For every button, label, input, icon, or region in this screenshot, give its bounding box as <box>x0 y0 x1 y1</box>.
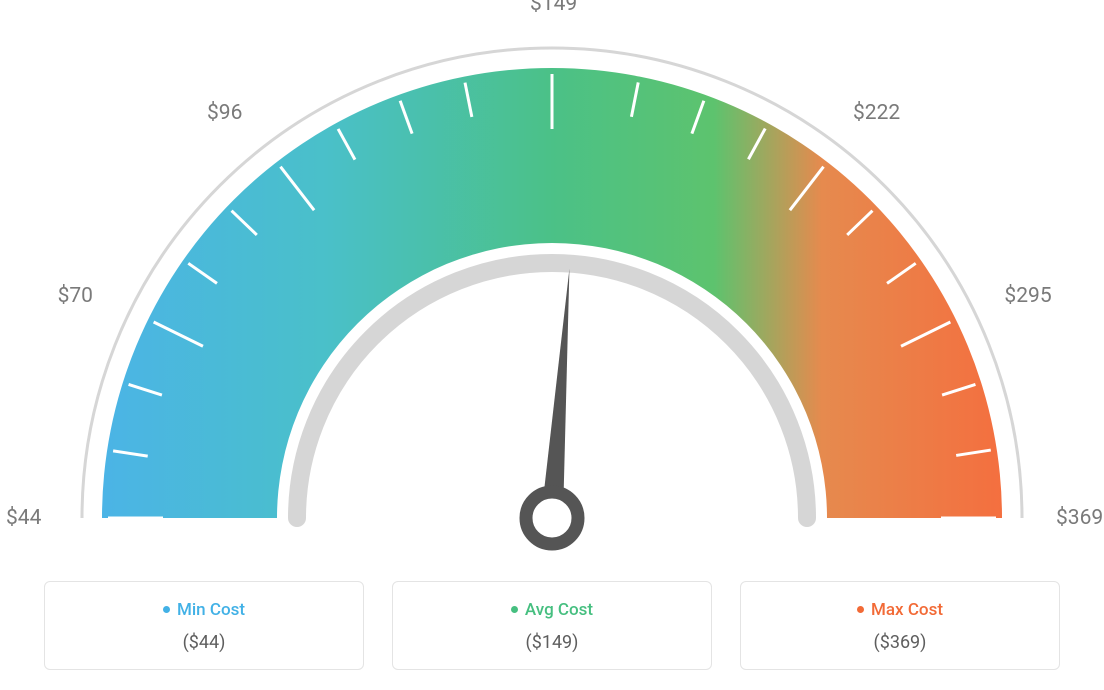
dot-icon <box>163 606 170 613</box>
legend-card-max: Max Cost ($369) <box>740 581 1060 670</box>
legend-card-min: Min Cost ($44) <box>44 581 364 670</box>
gauge-tick-label: $149 <box>530 0 577 16</box>
dot-icon <box>511 606 518 613</box>
gauge-tick-label: $369 <box>1056 506 1103 530</box>
gauge-svg <box>0 0 1104 560</box>
legend-avg-title: Avg Cost <box>403 600 701 620</box>
gauge-tick-label: $96 <box>207 101 242 125</box>
legend-max-value: ($369) <box>751 632 1049 653</box>
gauge-tick-label: $44 <box>6 506 41 530</box>
dot-icon <box>857 606 864 613</box>
legend-max-label: Max Cost <box>871 600 943 620</box>
legend-min-title: Min Cost <box>55 600 353 620</box>
gauge-tick-label: $295 <box>1004 284 1051 308</box>
legend-avg-label: Avg Cost <box>525 600 593 620</box>
legend-row: Min Cost ($44) Avg Cost ($149) Max Cost … <box>0 581 1104 670</box>
legend-min-value: ($44) <box>55 632 353 653</box>
legend-avg-value: ($149) <box>403 632 701 653</box>
legend-min-label: Min Cost <box>177 600 245 620</box>
gauge-tick-label: $222 <box>853 101 900 125</box>
cost-gauge: $44 $70 $96 $149 $222 $295 $369 <box>0 0 1104 560</box>
legend-card-avg: Avg Cost ($149) <box>392 581 712 670</box>
legend-max-title: Max Cost <box>751 600 1049 620</box>
gauge-tick-label: $70 <box>58 284 93 308</box>
